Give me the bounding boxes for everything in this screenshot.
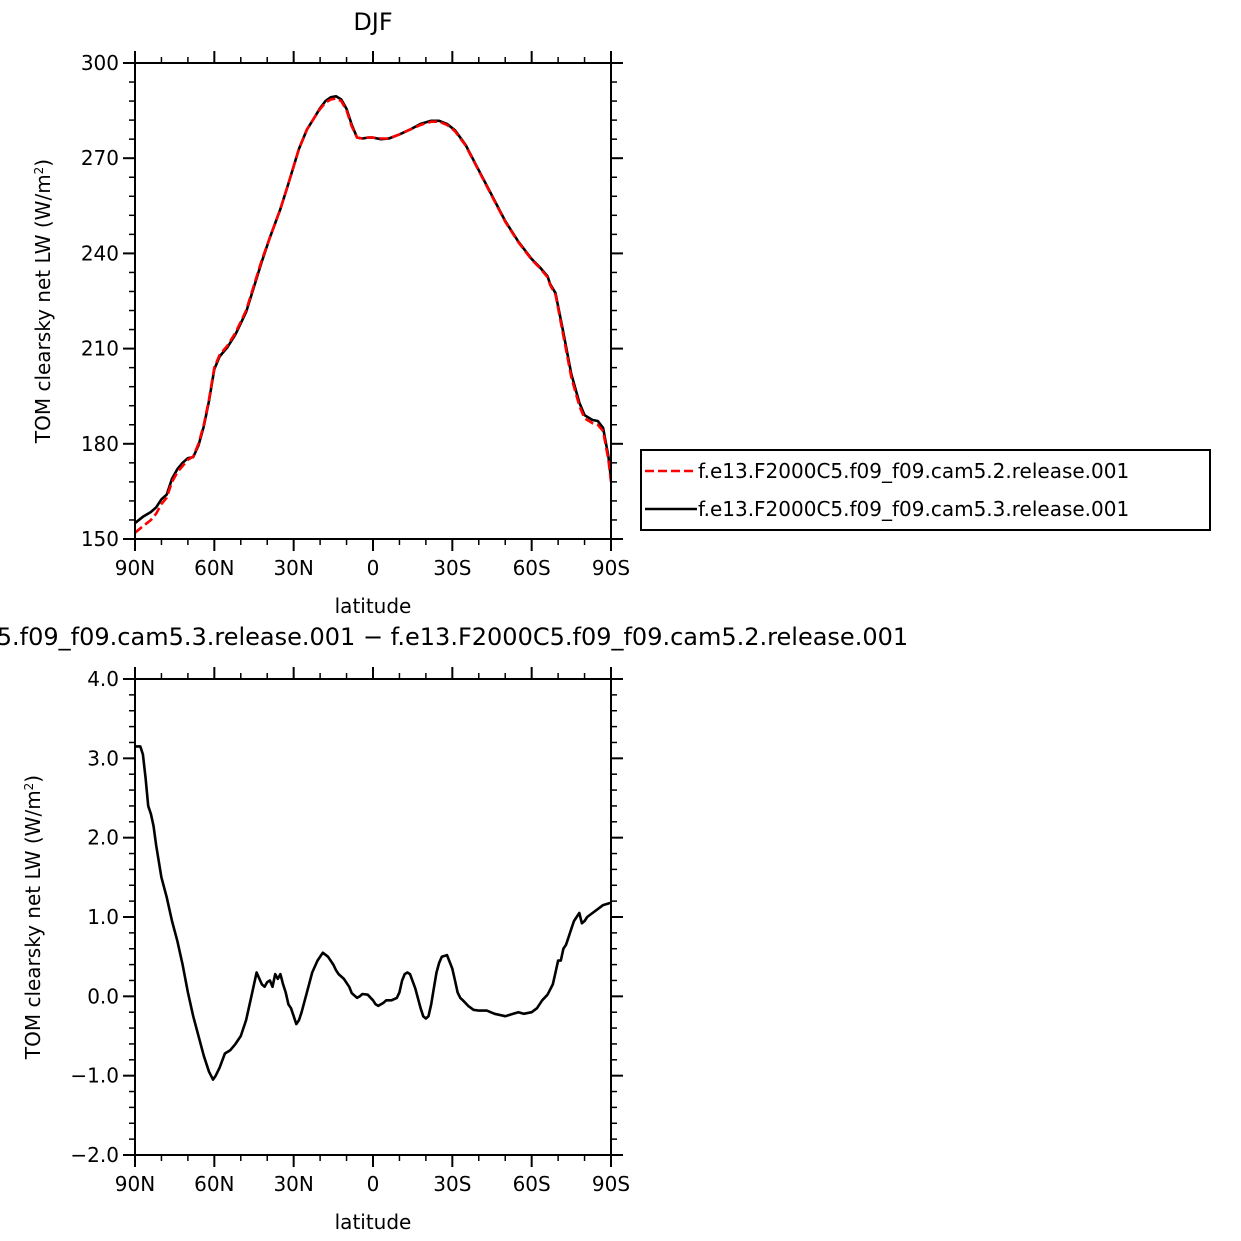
chart-title: DJF <box>353 8 392 36</box>
y-tick-label: 3.0 <box>87 746 119 770</box>
x-tick-label: 0 <box>367 1172 380 1196</box>
y-tick-label: 4.0 <box>87 667 119 691</box>
x-tick-label: 30S <box>433 556 471 580</box>
series-line-0-1 <box>135 95 611 525</box>
plot-frame <box>134 678 612 1156</box>
y-tick-label: 270 <box>81 146 119 170</box>
top-panel-plot: 150 180 210 240 270 300 90N 60N 30N 0 30S 60S 90S DJF… <box>31 8 630 618</box>
legend-entry: f.e13.F2000C5.f09_f09.cam5.3.release.001 <box>698 497 1129 521</box>
series-line-0-0 <box>135 97 611 534</box>
x-tick-label: 60S <box>513 556 551 580</box>
legend-entry: f.e13.F2000C5.f09_f09.cam5.2.release.001 <box>698 459 1129 483</box>
y-tick-label: 2.0 <box>87 826 119 850</box>
y-tick-label: 180 <box>81 432 119 456</box>
y-tick-label: 300 <box>81 51 119 75</box>
bottom-panel-plot: −2.0 −1.0 0.0 1.0 2.0 3.0 4.0 90N 60N 30N 0 30S 60S 9… <box>0 623 908 1234</box>
y-tick-label: 240 <box>81 241 119 265</box>
x-tick-label: 0 <box>367 556 380 580</box>
series-line-1-0 <box>135 745 611 1081</box>
x-tick-label: 30S <box>433 1172 471 1196</box>
y-axis-label: TOM clearsky net LW (W/m2) <box>31 159 55 444</box>
x-axis-label: latitude <box>335 1210 412 1234</box>
legend: f.e13.F2000C5.f09_f09.cam5.2.release.001… <box>640 449 1211 531</box>
y-tick-label: 0.0 <box>87 984 119 1008</box>
x-tick-label: 60N <box>194 1172 234 1196</box>
x-tick-label: 90N <box>115 556 155 580</box>
x-tick-label: 60N <box>194 556 234 580</box>
y-axis-label: TOM clearsky net LW (W/m2) <box>21 775 45 1060</box>
y-tick-label: 150 <box>81 527 119 551</box>
x-tick-label: 90N <box>115 1172 155 1196</box>
x-tick-label: 30N <box>273 556 313 580</box>
x-tick-label: 90S <box>592 556 630 580</box>
y-tick-label: 210 <box>81 337 119 361</box>
x-tick-label: 90S <box>592 1172 630 1196</box>
x-tick-label: 60S <box>513 1172 551 1196</box>
y-tick-label: −2.0 <box>70 1143 119 1167</box>
chart-title: f.e13.F2000C5.f09_f09.cam5.3.release.001… <box>0 623 908 651</box>
legend-box <box>640 449 1211 531</box>
y-tick-label: −1.0 <box>70 1064 119 1088</box>
y-tick-label: 1.0 <box>87 905 119 929</box>
plot-frame <box>134 62 612 540</box>
x-tick-label: 30N <box>273 1172 313 1196</box>
x-axis-label: latitude <box>335 594 412 618</box>
